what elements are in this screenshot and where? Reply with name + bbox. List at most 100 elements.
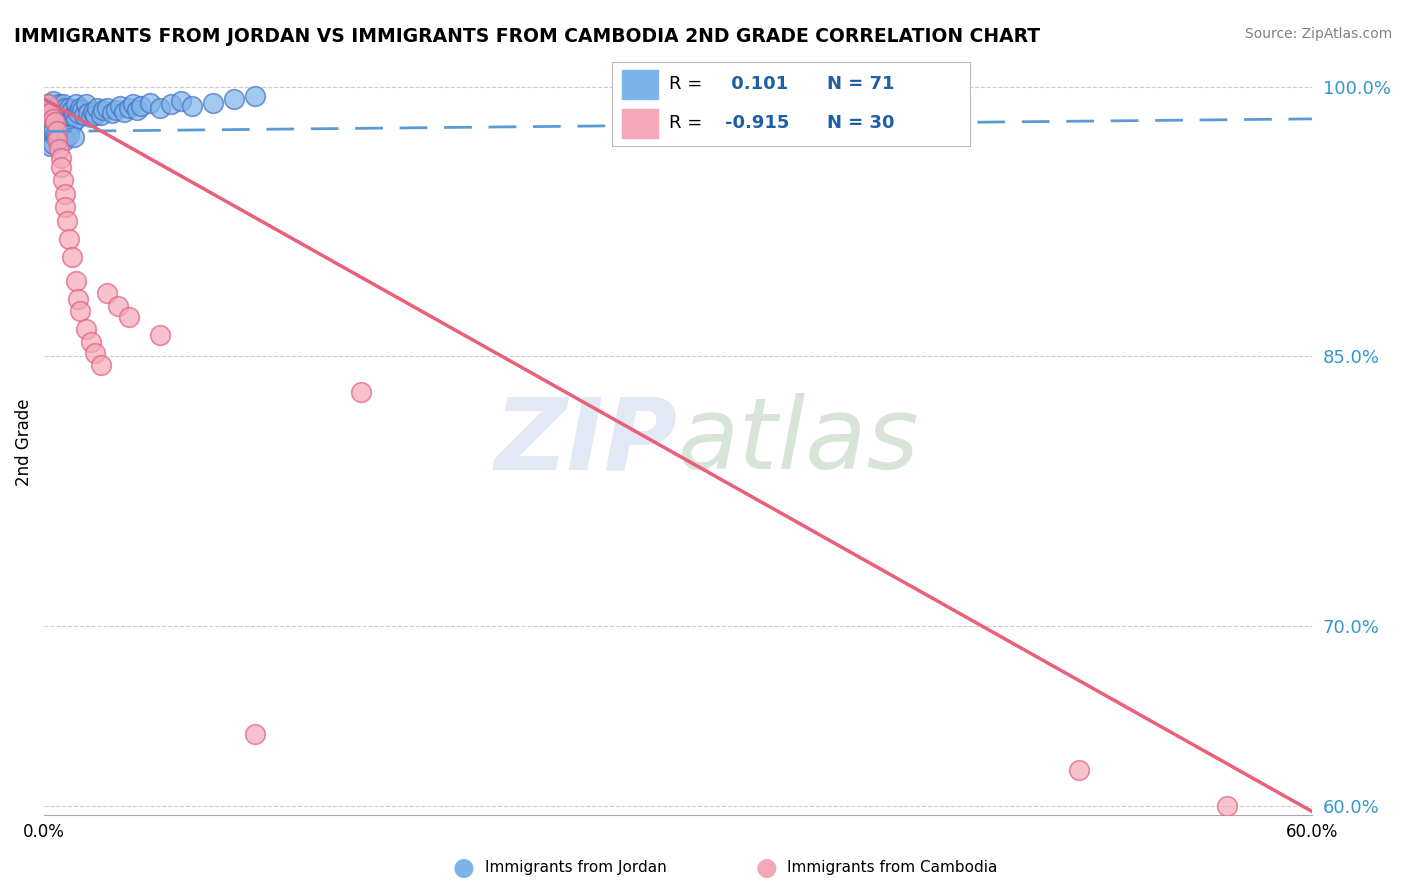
Point xyxy=(52,173,75,187)
Text: Immigrants from Jordan: Immigrants from Jordan xyxy=(485,861,666,875)
Point xyxy=(91,103,114,117)
Point xyxy=(58,232,80,246)
Point xyxy=(53,200,76,214)
Text: N = 30: N = 30 xyxy=(827,114,894,132)
Point xyxy=(75,97,97,112)
Point xyxy=(121,97,143,112)
Point xyxy=(45,124,67,138)
Point xyxy=(107,299,129,313)
Point xyxy=(82,104,104,119)
Point xyxy=(96,286,118,301)
Point xyxy=(117,310,139,324)
Point xyxy=(37,97,59,112)
Point xyxy=(48,143,70,157)
Point xyxy=(44,115,66,129)
Point xyxy=(58,128,80,142)
Point xyxy=(112,104,135,119)
Point xyxy=(66,292,89,306)
Point xyxy=(60,117,83,131)
Point xyxy=(39,119,62,133)
Point xyxy=(53,187,76,202)
Point xyxy=(49,126,72,140)
Point xyxy=(58,115,80,129)
Point xyxy=(60,103,83,117)
Point xyxy=(66,106,89,120)
Point xyxy=(41,94,63,108)
Text: ●: ● xyxy=(453,856,475,880)
Point xyxy=(170,94,193,108)
Point xyxy=(48,131,70,145)
Point xyxy=(86,101,108,115)
Point xyxy=(1216,799,1239,814)
Point xyxy=(53,101,76,115)
Point xyxy=(56,106,79,120)
Point xyxy=(58,101,80,115)
Bar xyxy=(623,70,658,99)
Point xyxy=(62,108,84,122)
Point xyxy=(41,112,63,126)
Point xyxy=(65,274,87,288)
Point xyxy=(37,97,59,112)
Point xyxy=(39,106,62,120)
Point xyxy=(39,126,62,140)
Point xyxy=(45,133,67,147)
Point xyxy=(245,727,267,741)
Point xyxy=(44,129,66,144)
Text: ●: ● xyxy=(755,856,778,880)
Point xyxy=(70,103,93,117)
Point xyxy=(41,124,63,138)
Point xyxy=(139,95,162,110)
Point xyxy=(62,129,84,144)
Point xyxy=(48,97,70,112)
Point xyxy=(83,108,105,122)
Point xyxy=(60,251,83,265)
Point xyxy=(181,99,204,113)
Point xyxy=(52,97,75,112)
Point xyxy=(45,120,67,135)
Point xyxy=(75,322,97,336)
Point xyxy=(104,103,127,117)
Point xyxy=(53,129,76,144)
Point xyxy=(49,152,72,166)
Point xyxy=(49,161,72,175)
Point xyxy=(79,334,101,349)
Point xyxy=(53,115,76,129)
Point xyxy=(77,106,100,120)
Point xyxy=(49,103,72,117)
Point xyxy=(245,88,267,103)
Y-axis label: 2nd Grade: 2nd Grade xyxy=(15,398,32,485)
Point xyxy=(41,124,63,138)
Point xyxy=(52,124,75,138)
Point xyxy=(69,101,91,115)
Point xyxy=(149,327,172,342)
Point xyxy=(224,92,246,106)
Text: N = 71: N = 71 xyxy=(827,76,894,94)
Point xyxy=(83,345,105,359)
Point xyxy=(90,359,112,373)
Point xyxy=(69,304,91,318)
Point xyxy=(202,95,225,110)
Text: R =: R = xyxy=(669,114,702,132)
Point xyxy=(160,97,183,112)
Text: ZIP: ZIP xyxy=(495,393,678,491)
Point xyxy=(96,101,118,115)
Point xyxy=(39,106,62,120)
Point xyxy=(100,106,122,120)
Point xyxy=(90,108,112,122)
Point xyxy=(45,129,67,144)
Point xyxy=(131,99,153,113)
Point xyxy=(44,128,66,142)
Point xyxy=(45,106,67,120)
Bar xyxy=(623,109,658,137)
Point xyxy=(125,103,148,117)
Point xyxy=(44,101,66,115)
Point xyxy=(350,385,373,400)
Point xyxy=(53,133,76,147)
Point xyxy=(48,112,70,126)
Point xyxy=(48,126,70,140)
Point xyxy=(41,108,63,122)
Point xyxy=(44,115,66,129)
Point xyxy=(65,112,87,126)
Text: Immigrants from Cambodia: Immigrants from Cambodia xyxy=(787,861,998,875)
Point xyxy=(73,108,96,122)
